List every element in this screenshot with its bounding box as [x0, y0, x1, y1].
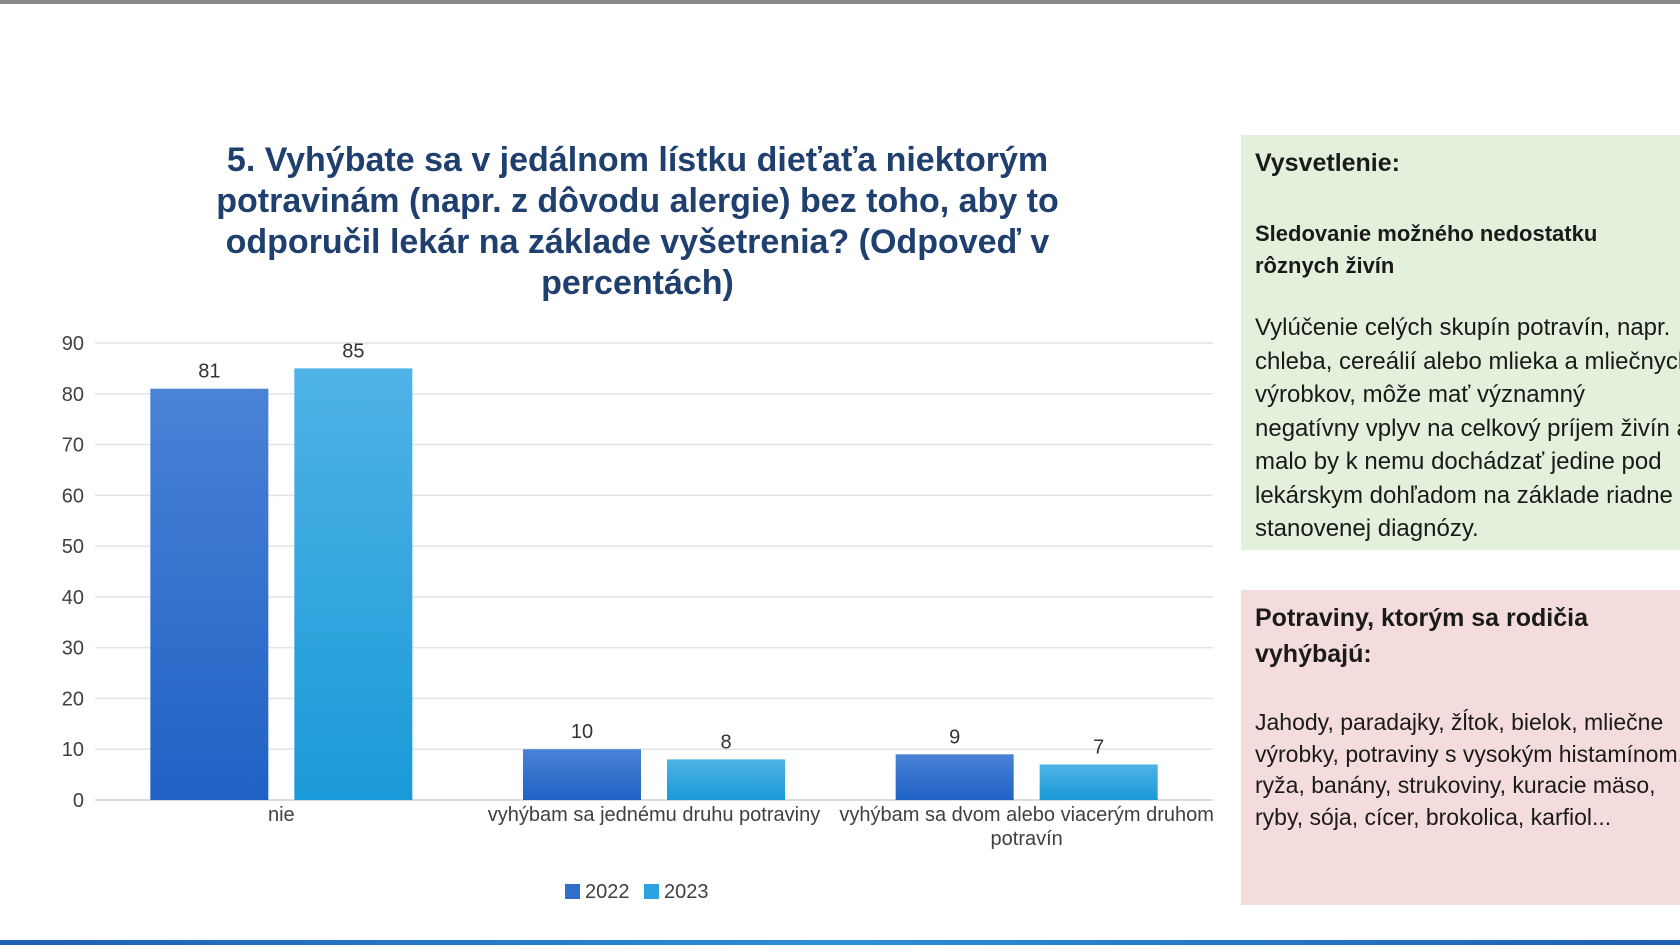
- avoided-foods-panel: Potraviny, ktorým sa rodičia vyhýbajú: J…: [1241, 590, 1680, 905]
- data-label: 7: [1093, 736, 1104, 758]
- bar: [523, 749, 641, 800]
- legend-swatch: [565, 884, 580, 899]
- bar: [1039, 764, 1158, 800]
- bar: [294, 368, 413, 800]
- bar: [150, 388, 269, 800]
- y-tick-label: 80: [62, 384, 84, 406]
- data-label: 81: [198, 361, 220, 383]
- legend-label: 2023: [664, 881, 709, 903]
- y-tick-label: 60: [62, 485, 84, 507]
- legend: 2022 2023: [565, 881, 709, 903]
- y-tick-label: 10: [62, 739, 84, 761]
- legend-swatch: [644, 884, 659, 899]
- avoided-foods-heading: Potraviny, ktorým sa rodičia vyhýbajú:: [1255, 604, 1588, 668]
- bars-layer: [150, 368, 1158, 800]
- data-label: 9: [949, 726, 960, 748]
- data-label: 10: [571, 721, 593, 743]
- y-tick-label: 0: [73, 790, 84, 812]
- bar: [667, 759, 785, 800]
- y-tick-label: 30: [62, 638, 84, 660]
- labels-layer: 0 10 20 30 40 50 60 70 80 90 81 85 nie 10 8 vyhýbam sa …: [62, 333, 1214, 850]
- y-tick-label: 20: [62, 688, 84, 710]
- explanation-panel: Vysvetlenie: Sledovanie možného nedostat…: [1241, 135, 1680, 550]
- category-label: vyhýbam sa jednému druhu potraviny: [488, 804, 820, 826]
- y-tick-label: 40: [62, 587, 84, 609]
- explanation-subheading: Sledovanie možného nedostatku rôznych ži…: [1255, 221, 1598, 278]
- y-tick-label: 90: [62, 333, 84, 355]
- category-label: potravín: [991, 828, 1063, 850]
- explanation-heading: Vysvetlenie:: [1255, 149, 1400, 177]
- y-tick-label: 70: [62, 435, 84, 457]
- bar: [895, 754, 1014, 800]
- category-label: vyhýbam sa dvom alebo viacerým druhom: [839, 804, 1214, 826]
- explanation-body: Vylúčenie celých skupín potravín, napr. …: [1255, 314, 1680, 542]
- data-label: 8: [720, 731, 731, 753]
- avoided-foods-body: Jahody, paradajky, žĺtok, bielok, mliečn…: [1255, 709, 1680, 830]
- bar-chart: 0 10 20 30 40 50 60 70 80 90 81 85 nie 10 8 vyhýbam sa …: [62, 333, 1214, 903]
- bottom-rule: [0, 940, 1680, 945]
- y-tick-label: 50: [62, 536, 84, 558]
- grid-layer: [95, 342, 1213, 801]
- data-label: 85: [342, 340, 364, 362]
- legend-label: 2022: [585, 881, 630, 903]
- category-label: nie: [268, 804, 295, 826]
- top-rule: [0, 0, 1680, 4]
- chart-title: 5. Vyhýbate sa v jedálnom lístku dieťaťa…: [216, 141, 1059, 302]
